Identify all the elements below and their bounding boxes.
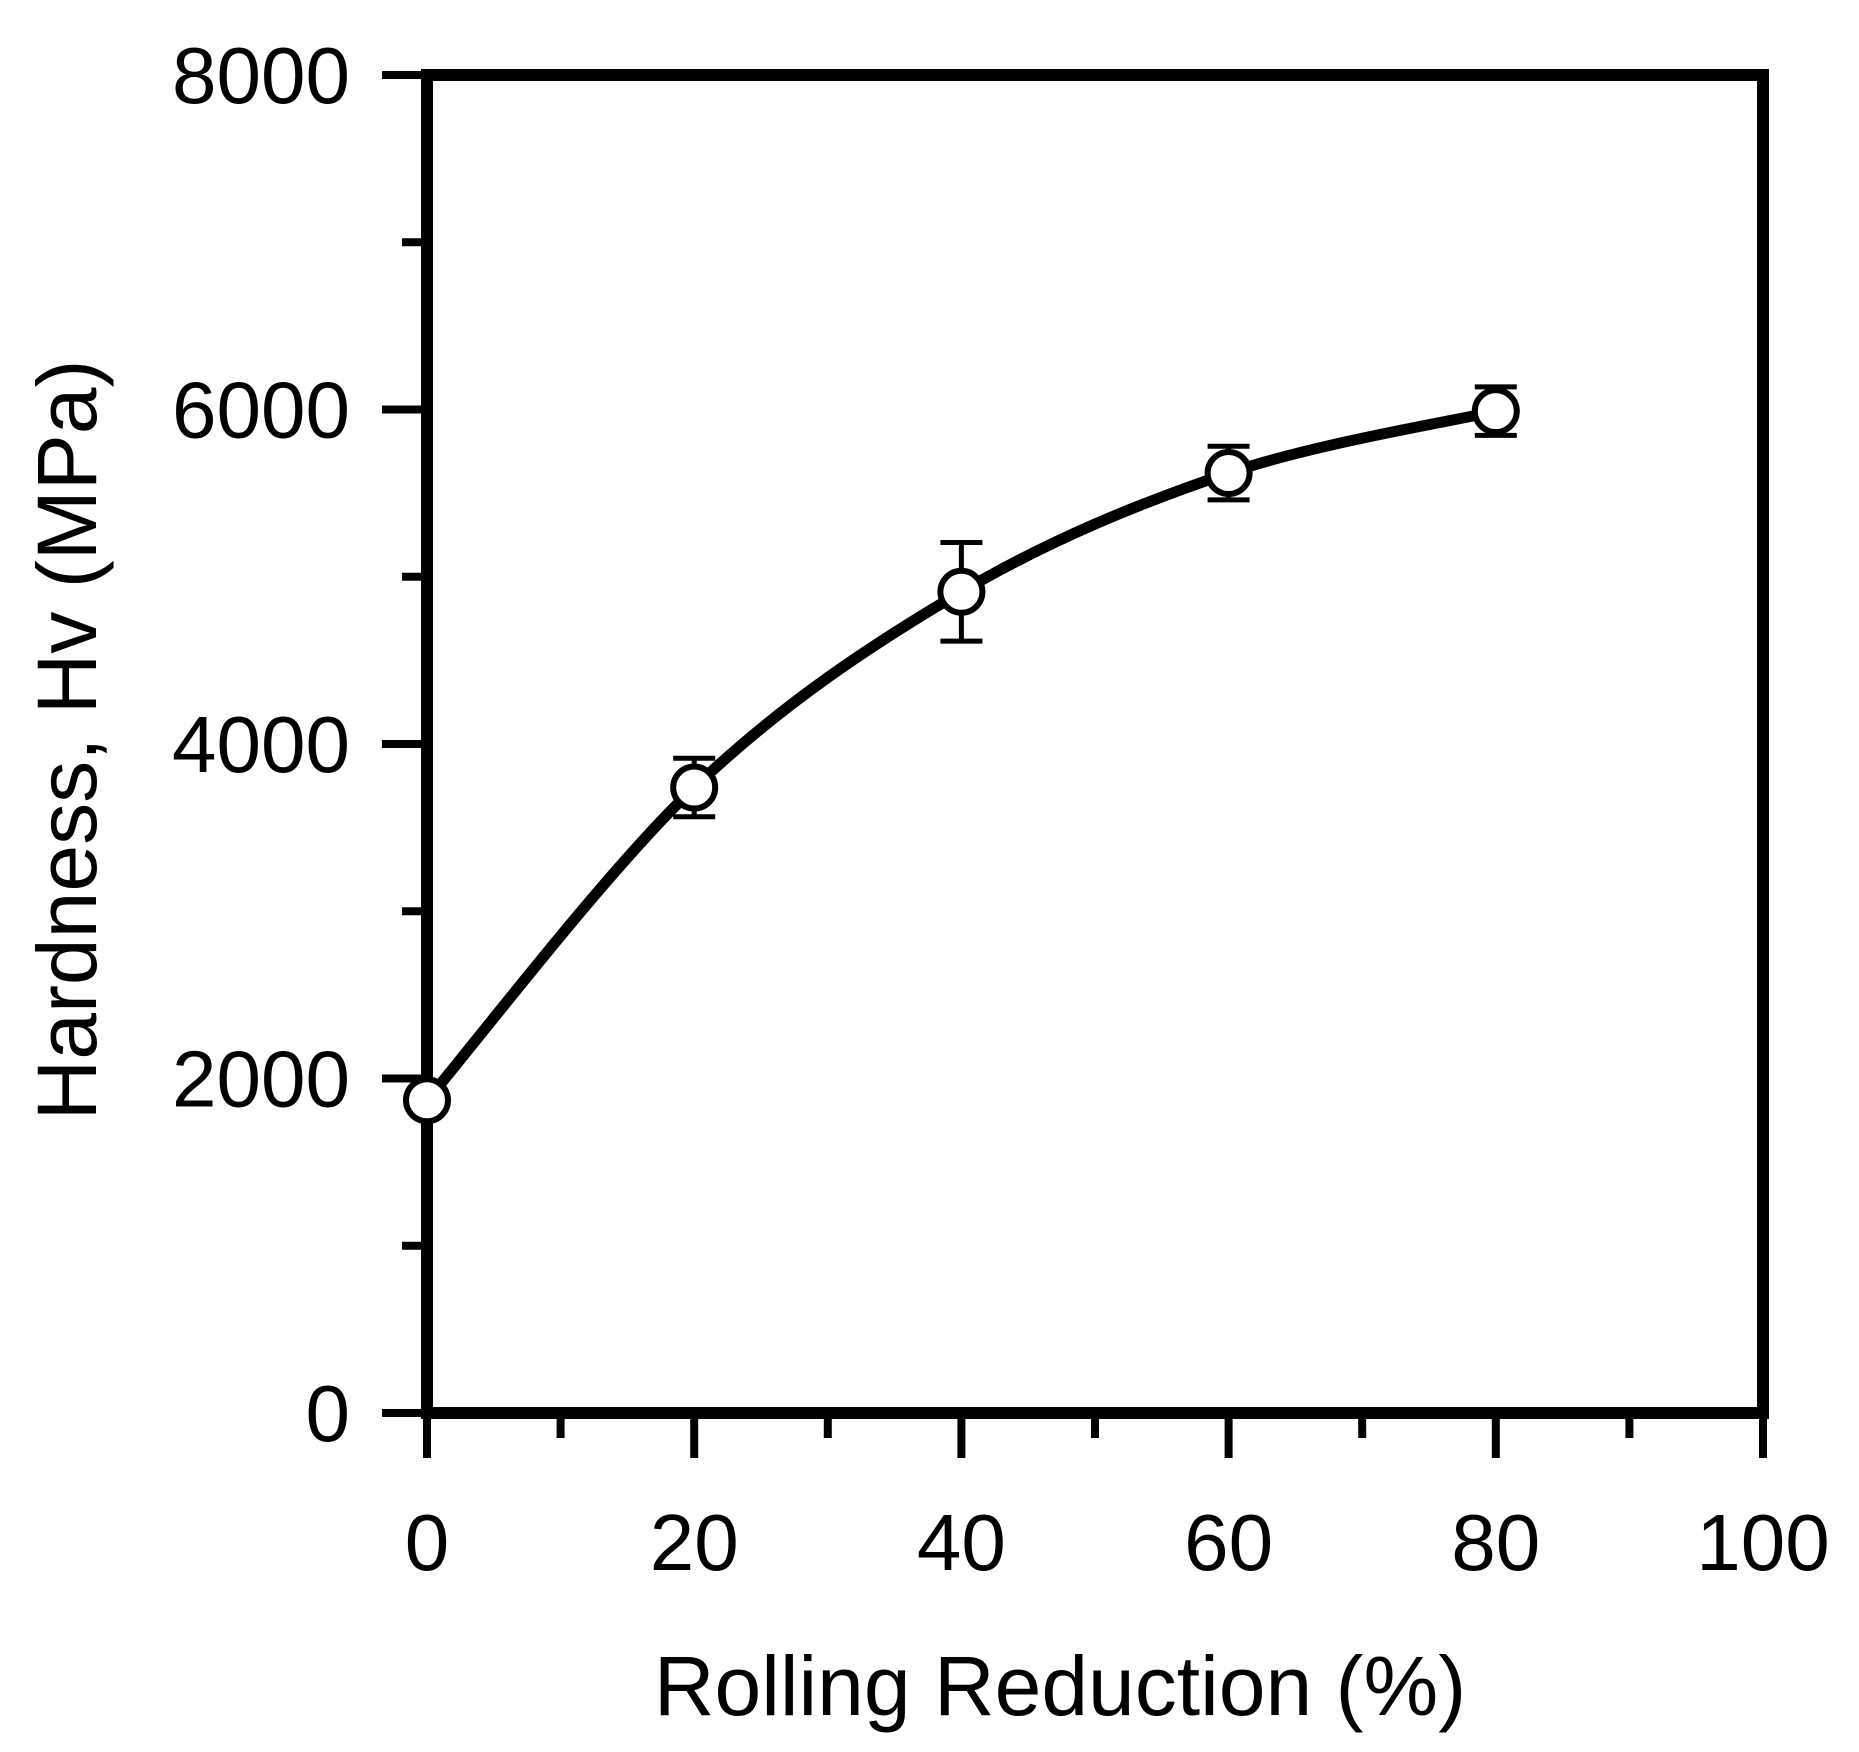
data-point-marker: [403, 1076, 451, 1125]
y-tick-label: 6000: [172, 366, 350, 455]
x-tick-label: 60: [1184, 1498, 1273, 1587]
data-point-marker: [937, 567, 986, 616]
y-tick-label: 2000: [172, 1035, 350, 1124]
x-tick-label: 40: [917, 1498, 1006, 1587]
x-tick-label: 100: [1696, 1498, 1829, 1587]
y-tick-label: 8000: [172, 31, 350, 120]
plot-area: 0 2000 4000 6000 8000 0 20 40 60 80 100: [172, 31, 1830, 1587]
data-point-marker: [670, 763, 719, 812]
data-point-marker: [1204, 449, 1253, 498]
x-tick-label: 0: [405, 1498, 450, 1587]
data-point-marker: [1471, 387, 1520, 436]
y-axis-title: Hardness, Hv (MPa): [20, 360, 114, 1121]
y-tick-label: 4000: [172, 700, 350, 789]
trend-curve: [422, 405, 1498, 1104]
x-axis-title: Rolling Reduction (%): [654, 1639, 1466, 1733]
plot-frame: [421, 69, 1769, 1419]
x-tick-label: 80: [1451, 1498, 1540, 1587]
y-tick-label: 0: [306, 1369, 351, 1458]
x-tick-label: 20: [650, 1498, 739, 1587]
